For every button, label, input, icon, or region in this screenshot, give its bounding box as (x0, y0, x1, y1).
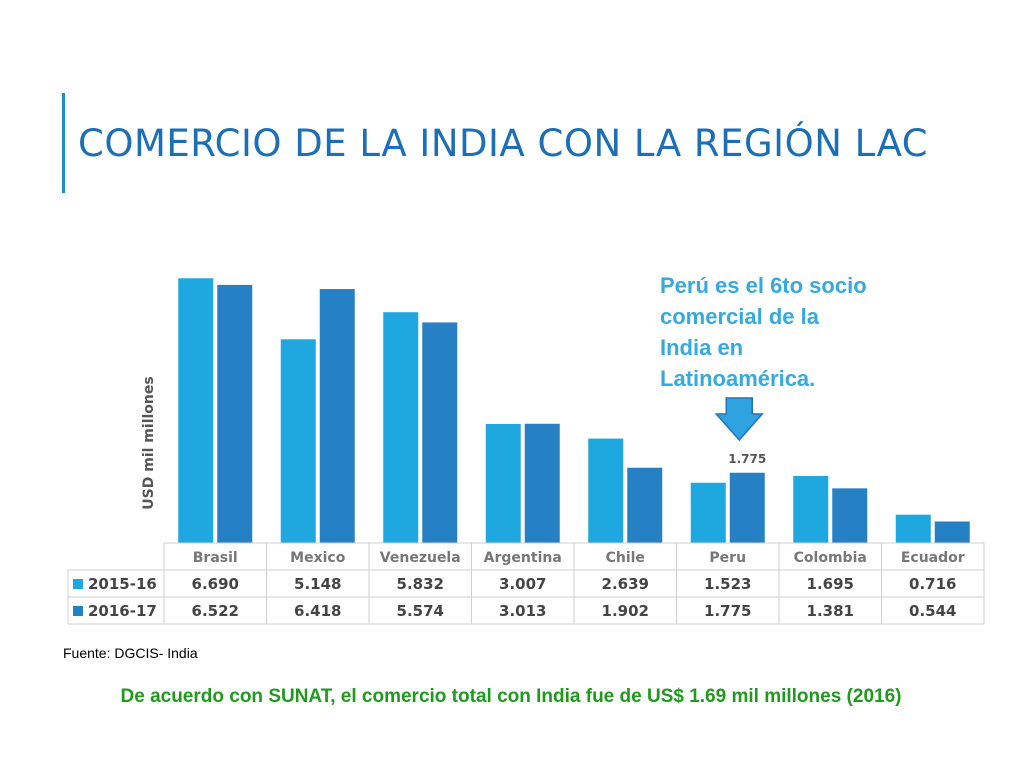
bar-venezuela-2015-16 (383, 312, 419, 543)
data-label-ecuador-2016-17: 0.544 (909, 602, 956, 620)
legend-swatch-2015-16 (73, 579, 83, 589)
category-label-mexico: Mexico (290, 550, 346, 566)
data-label-chile-2016-17: 1.902 (602, 602, 649, 620)
data-label-chile-2015-16: 2.639 (602, 575, 649, 593)
data-label-colombia-2015-16: 1.695 (807, 575, 854, 593)
data-label-peru-2015-16: 1.523 (704, 575, 751, 593)
legend-swatch-2016-17 (73, 606, 83, 616)
data-label-argentina-2016-17: 3.013 (499, 602, 546, 620)
page-title: COMERCIO DE LA INDIA CON LA REGIÓN LAC (78, 122, 929, 165)
bar-peru-2016-17 (729, 472, 765, 543)
bar-argentina-2015-16 (485, 424, 521, 543)
bar-peru-2015-16 (690, 482, 726, 543)
bar-ecuador-2016-17 (934, 521, 970, 543)
data-label-mexico-2016-17: 6.418 (294, 602, 341, 620)
data-label-mexico-2015-16: 5.148 (294, 575, 341, 593)
data-label-venezuela-2016-17: 5.574 (397, 602, 444, 620)
legend-label-2016-17: 2016-17 (88, 602, 157, 620)
data-label-venezuela-2015-16: 5.832 (397, 575, 444, 593)
callout-text: Perú es el 6to socio comercial de la Ind… (660, 273, 867, 391)
data-label-ecuador-2015-16: 0.716 (909, 575, 956, 593)
bar-argentina-2016-17 (524, 423, 560, 543)
bar-brasil-2015-16 (178, 278, 214, 543)
category-label-venezuela: Venezuela (380, 550, 461, 566)
data-label-brasil-2015-16: 6.690 (192, 575, 239, 593)
bar-ecuador-2015-16 (895, 514, 931, 543)
bar-colombia-2016-17 (832, 488, 868, 543)
bar-venezuela-2016-17 (422, 322, 458, 543)
data-label-argentina-2015-16: 3.007 (499, 575, 546, 593)
category-label-peru: Peru (709, 550, 746, 566)
bar-mexico-2015-16 (280, 339, 316, 543)
y-axis-label: USD mil millones (141, 376, 157, 509)
category-label-ecuador: Ecuador (901, 550, 965, 566)
bar-mexico-2016-17 (319, 289, 355, 543)
bar-chart: USD mil millones 1.775 Brasil Mexico Venezue… (67, 278, 985, 625)
bar-colombia-2015-16 (793, 475, 829, 543)
title-accent-bar (62, 93, 65, 193)
category-label-colombia: Colombia (794, 550, 867, 566)
bar-chile-2015-16 (588, 438, 624, 543)
source-note: Fuente: DGCIS- India (63, 645, 198, 661)
bar-chile-2016-17 (627, 467, 663, 543)
data-label-peru-2016-17: 1.775 (704, 602, 751, 620)
annotation-label: 1.775 (728, 452, 766, 466)
data-label-colombia-2016-17: 1.381 (807, 602, 854, 620)
category-label-argentina: Argentina (484, 550, 562, 566)
data-label-brasil-2016-17: 6.522 (192, 602, 239, 620)
legend-label-2015-16: 2015-16 (88, 575, 157, 593)
category-label-chile: Chile (606, 550, 645, 566)
category-label-brasil: Brasil (193, 550, 238, 566)
bar-brasil-2016-17 (217, 284, 253, 543)
footnote: De acuerdo con SUNAT, el comercio total … (120, 686, 902, 707)
down-arrow-icon (714, 397, 764, 442)
